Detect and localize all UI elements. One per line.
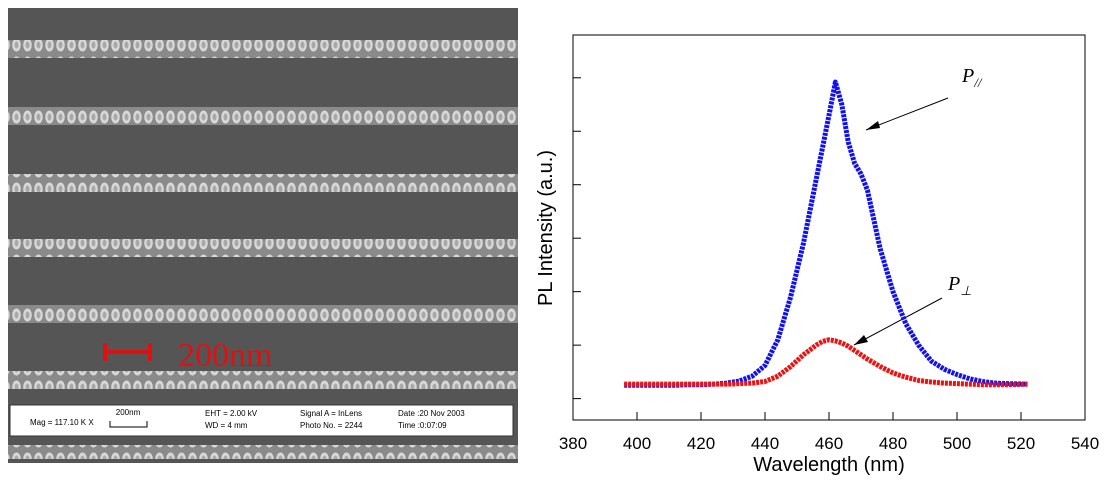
annotation-text: P: [961, 65, 974, 87]
x-tick-label: 380: [559, 434, 587, 453]
scale-label: 200nm: [178, 337, 272, 374]
info-eht: EHT = 2.00 kV: [205, 409, 258, 418]
x-tick-label: 520: [1007, 434, 1035, 453]
annotation-text: P: [947, 273, 960, 295]
series-line: [624, 337, 1028, 388]
x-axis-title: Wavelength (nm): [753, 454, 905, 476]
wire-row: [8, 40, 518, 58]
plot-frame: [572, 34, 1086, 421]
wire-row: [8, 107, 518, 125]
wire-row: [8, 239, 518, 257]
info-scale: 200nm: [116, 408, 141, 417]
arrowhead: [854, 335, 868, 345]
info-signal: Signal A = InLens: [300, 409, 362, 418]
info-scale-bar: [109, 421, 148, 428]
annotation-subscript: ⊥: [960, 283, 971, 298]
wire-row: [8, 305, 518, 323]
arrowhead: [866, 121, 880, 130]
wire-row: [8, 174, 518, 192]
sem-image: 200nm Mag = 117.10 K X 200nm EHT = 2.00 …: [8, 8, 518, 463]
series-line: [624, 79, 1028, 388]
x-tick-label: 460: [815, 434, 843, 453]
x-tick-label: 440: [751, 434, 779, 453]
scale-bar: [103, 343, 152, 361]
annotation-arrow: [853, 297, 943, 346]
y-axis-title: PL Intensity (a.u.): [535, 150, 557, 306]
info-bar: [9, 404, 514, 437]
x-tick-label: 400: [623, 434, 651, 453]
pl-chart: Wavelength (nm) PL Intensity (a.u.) P// …: [535, 34, 1099, 476]
info-photo: Photo No. = 2244: [300, 421, 363, 430]
x-tick-label: 420: [687, 434, 715, 453]
info-date: Date :20 Nov 2003: [398, 409, 465, 418]
info-time: Time :0:07:09: [398, 421, 447, 430]
x-tick-label: 480: [879, 434, 907, 453]
annotation: P//: [961, 65, 983, 90]
wire-row: [8, 445, 518, 459]
wire-row: [8, 371, 518, 389]
info-wd: WD = 4 mm: [205, 421, 248, 430]
annotation: P⊥: [947, 273, 972, 298]
sem-background: [8, 8, 518, 463]
x-tick-label: 500: [943, 434, 971, 453]
annotation-arrow: [865, 97, 949, 131]
annotation-subscript: //: [973, 75, 983, 90]
x-tick-label: 540: [1071, 434, 1099, 453]
info-mag: Mag = 117.10 K X: [30, 418, 94, 427]
